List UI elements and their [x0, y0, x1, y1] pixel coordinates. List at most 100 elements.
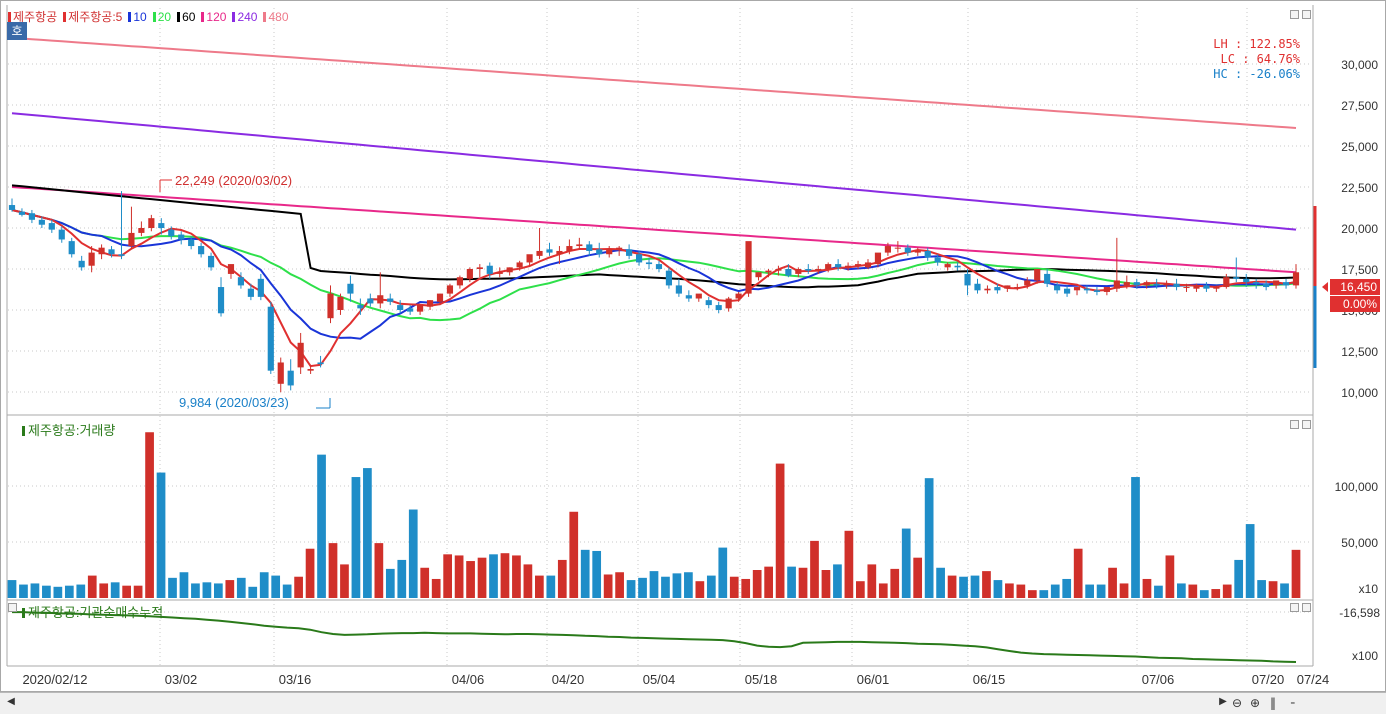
svg-text:9,984 (2020/03/23): 9,984 (2020/03/23): [179, 395, 289, 410]
volume-bar: [764, 566, 773, 598]
volume-bar: [867, 564, 877, 598]
scale-icon[interactable]: ╶: [1287, 696, 1295, 710]
ma10-line: [11, 209, 1297, 340]
candle-body: [735, 293, 742, 299]
candle-body: [347, 283, 354, 294]
candle-body: [68, 241, 75, 255]
inst-legend-label: 제주항공:기관순매수누적: [28, 605, 164, 620]
volume-bar: [603, 574, 613, 598]
volume-bar: [76, 584, 86, 598]
svg-text:22,249 (2020/03/02): 22,249 (2020/03/02): [175, 173, 292, 188]
legend-label: 제주항공:5: [68, 10, 123, 24]
volume-bar: [168, 577, 177, 598]
volume-bar: [363, 468, 372, 598]
candle-body: [158, 223, 165, 228]
inst-pane-close-button[interactable]: [1302, 603, 1311, 612]
candle-body: [685, 295, 692, 299]
candle-body: [1143, 282, 1150, 286]
volume-bar: [718, 547, 728, 598]
zoom-in-icon[interactable]: ⊕: [1249, 696, 1261, 710]
candle-body: [1292, 272, 1300, 286]
candle-body: [506, 267, 513, 273]
candle-body: [645, 262, 653, 265]
candle-body: [904, 247, 911, 253]
candle-body: [78, 260, 85, 268]
chart-canvas: 30,00027,50025,00022,50020,00017,50015,0…: [0, 0, 1386, 692]
volume-bar: [202, 582, 212, 598]
volume-bar: [42, 585, 51, 598]
candle-body: [327, 293, 334, 319]
price-axis-label: 30,000: [1341, 58, 1378, 72]
inst-unit-label: x100: [1352, 649, 1378, 663]
ho-button[interactable]: 호: [7, 22, 27, 40]
volume-pane-close-button[interactable]: [1302, 420, 1311, 429]
candle-body: [566, 246, 573, 251]
volume-bar: [145, 432, 154, 598]
candle-body: [417, 305, 424, 312]
candle-body: [695, 293, 702, 299]
horizontal-scrollbar[interactable]: ◀ ▶ ⊖ ⊕ ‖ ╶: [0, 692, 1386, 714]
volume-bar: [397, 559, 407, 598]
scroll-right-arrow[interactable]: ▶: [1219, 696, 1227, 707]
candle-body: [307, 369, 314, 371]
price-axis-label: 17,500: [1341, 263, 1378, 277]
candle-body: [337, 296, 344, 310]
price-pane-minimize-button[interactable]: [1290, 10, 1299, 19]
candle-body: [1133, 282, 1140, 286]
candle-body: [1253, 282, 1260, 284]
left-pane-button[interactable]: [8, 603, 17, 612]
candle-body: [705, 300, 712, 306]
volume-bar: [305, 548, 315, 598]
date-axis-label: 07/06: [1142, 672, 1175, 687]
price-axis-label: 10,000: [1341, 386, 1378, 400]
volume-bar: [535, 575, 544, 598]
candle-body: [745, 241, 752, 294]
volume-bar: [64, 585, 74, 598]
volume-bar: [1131, 477, 1140, 598]
volume-legend-label: 제주항공:거래량: [28, 423, 116, 438]
candle-body: [198, 246, 205, 255]
candle-body: [516, 262, 523, 268]
candle-body: [974, 283, 981, 291]
volume-bar: [133, 585, 143, 598]
scroll-left-arrow[interactable]: ◀: [7, 696, 15, 707]
candle-body: [48, 223, 55, 230]
candle-body: [1093, 290, 1101, 292]
volume-bar: [695, 581, 705, 598]
date-axis-label: 06/01: [857, 672, 890, 687]
bar-width-icon[interactable]: ‖: [1270, 696, 1276, 710]
volume-bar: [775, 463, 785, 598]
volume-bar: [890, 568, 900, 598]
volume-bar: [626, 580, 636, 598]
candle-body: [795, 269, 802, 274]
candle-body: [635, 254, 643, 263]
volume-bar: [30, 583, 40, 598]
high-annotation: 22,249 (2020/03/02): [159, 173, 292, 192]
candle-body: [267, 306, 274, 371]
candle-body: [138, 228, 145, 233]
candle-body: [387, 298, 394, 302]
date-axis-label: 03/02: [165, 672, 198, 687]
volume-bar: [1027, 590, 1037, 598]
candle-body: [556, 250, 563, 255]
candle-body: [874, 252, 882, 265]
price-axis-label: 22,500: [1341, 181, 1378, 195]
inst-cumulative-line: [12, 611, 1297, 663]
candle-body: [725, 298, 732, 309]
candle-body: [237, 277, 245, 286]
inst-pane-minimize-button[interactable]: [1290, 603, 1299, 612]
candle-body: [924, 250, 931, 258]
date-axis-label: 04/06: [452, 672, 485, 687]
zoom-out-icon[interactable]: ⊖: [1231, 696, 1243, 710]
candle-body: [1183, 287, 1190, 289]
volume-legend: 제주항공:거래량: [22, 420, 115, 439]
candle-body: [486, 265, 493, 274]
volume-bar: [87, 575, 97, 598]
volume-bar: [924, 478, 934, 598]
volume-pane-minimize-button[interactable]: [1290, 420, 1299, 429]
candle-body: [118, 254, 125, 256]
volume-bar: [512, 555, 521, 598]
candle-body: [1263, 283, 1270, 288]
legend-item-1: 제주항공:5: [63, 10, 122, 24]
price-pane-close-button[interactable]: [1302, 10, 1311, 19]
